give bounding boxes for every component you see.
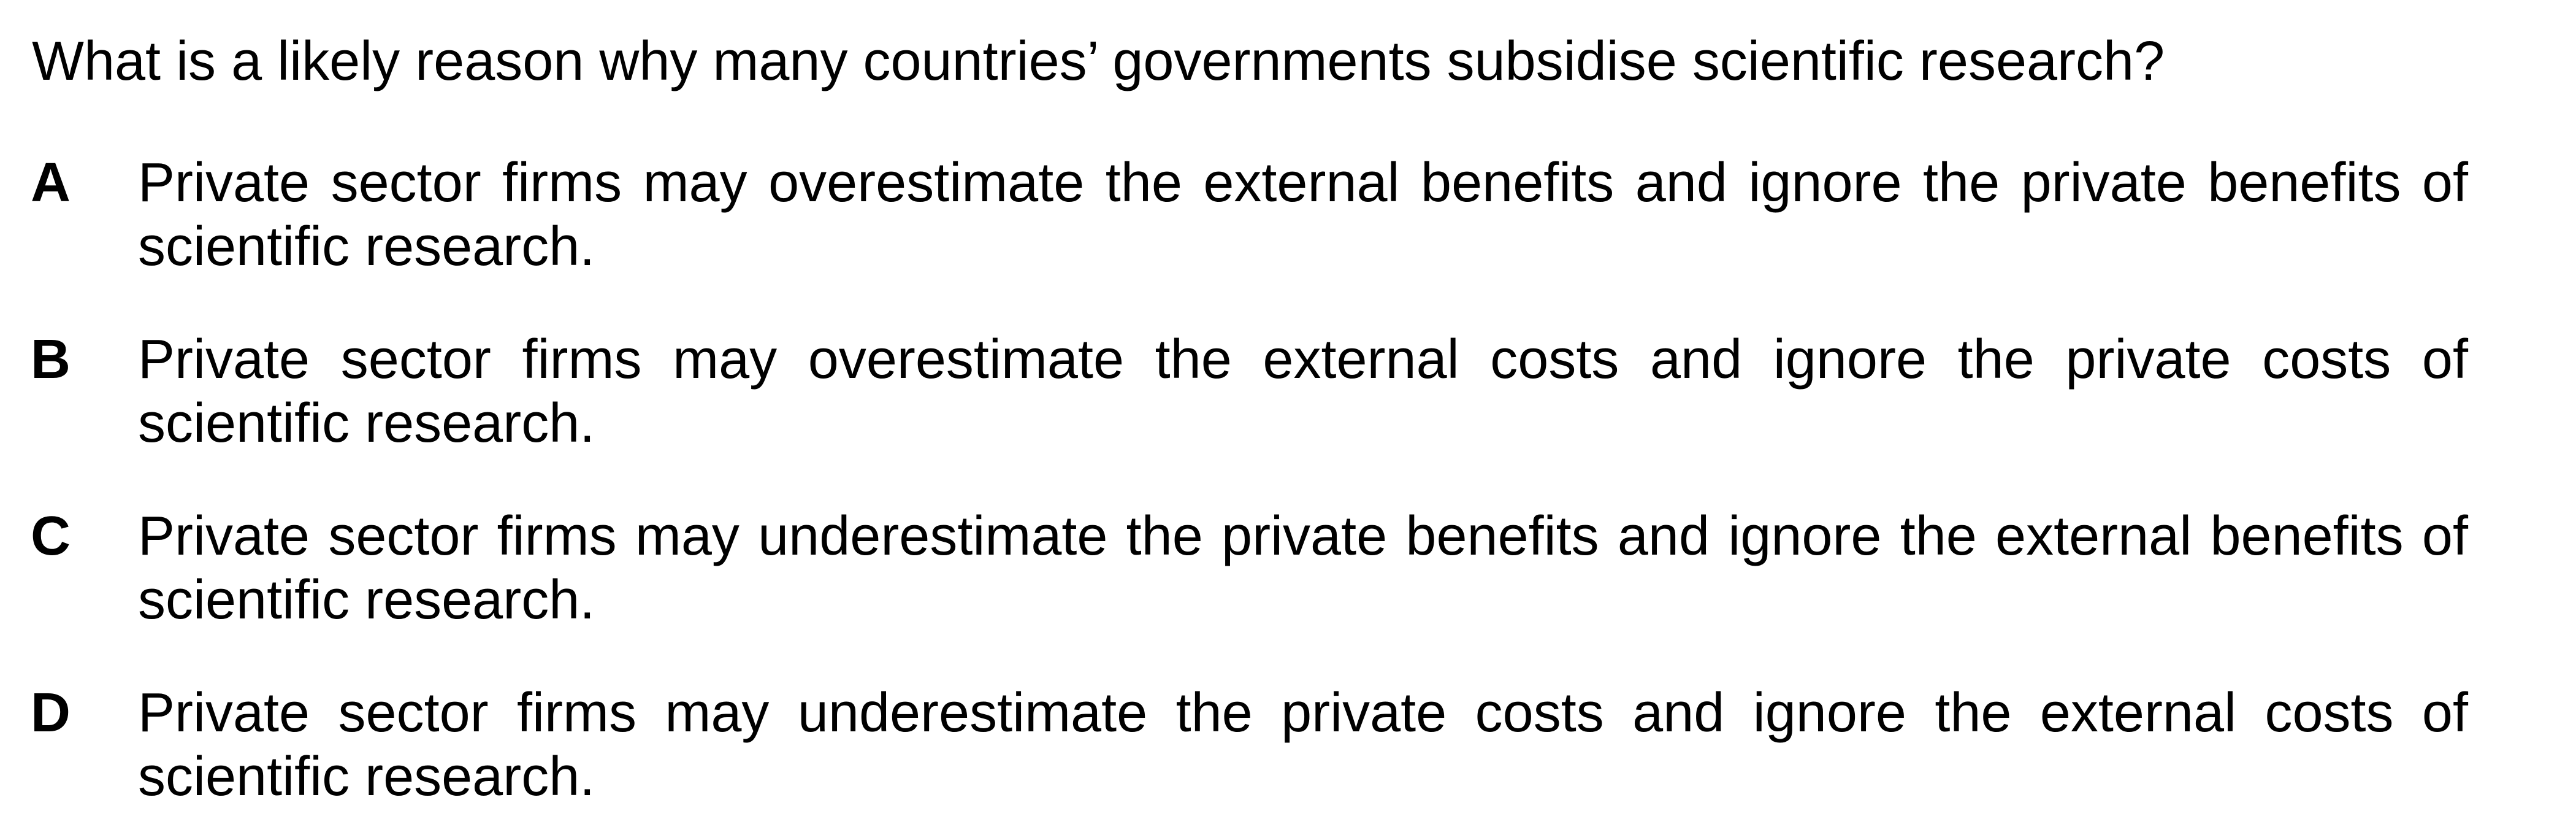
- option-letter: A: [31, 152, 71, 214]
- option-text: Private sector firms may overestimate th…: [138, 329, 2468, 454]
- option-d: D Private sector firms may underestimate…: [0, 681, 2576, 816]
- option-letter: D: [31, 682, 71, 744]
- option-b: B Private sector firms may overestimate …: [0, 328, 2576, 463]
- option-text: Private sector firms may overestimate th…: [138, 152, 2468, 277]
- option-letter: B: [31, 329, 71, 390]
- option-text: Private sector firms may underestimate t…: [138, 682, 2468, 807]
- option-text: Private sector firms may underestimate t…: [138, 506, 2468, 631]
- option-c: C Private sector firms may underestimate…: [0, 504, 2576, 639]
- question-text: What is a likely reason why many countri…: [32, 31, 2165, 92]
- option-a: A Private sector firms may overestimate …: [0, 151, 2576, 286]
- option-letter: C: [31, 506, 71, 567]
